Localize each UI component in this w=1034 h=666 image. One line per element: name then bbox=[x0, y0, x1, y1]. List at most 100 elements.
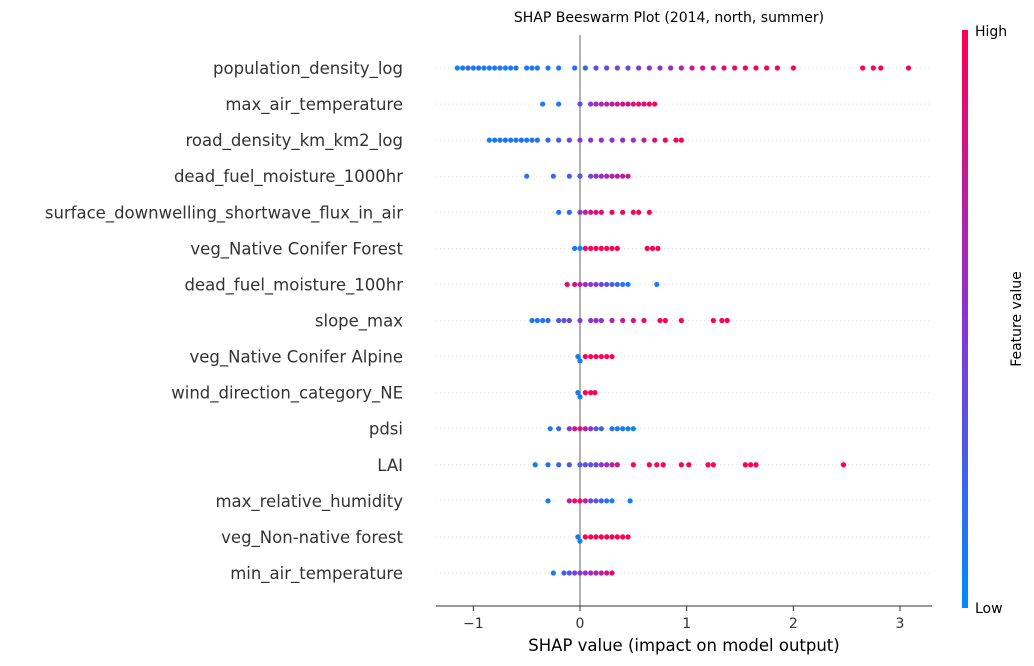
shap-point bbox=[476, 65, 482, 71]
feature-label: LAI bbox=[377, 456, 403, 475]
shap-point bbox=[636, 101, 642, 107]
shap-point bbox=[662, 137, 668, 143]
x-tick-label: 3 bbox=[896, 616, 905, 632]
shap-point bbox=[577, 317, 583, 324]
shap-point bbox=[604, 245, 610, 251]
shap-point bbox=[609, 353, 615, 360]
shap-point bbox=[644, 245, 650, 251]
shap-point bbox=[604, 498, 610, 504]
shap-point bbox=[588, 498, 594, 504]
shap-point bbox=[588, 209, 594, 215]
shap-point bbox=[641, 317, 647, 324]
shap-point bbox=[561, 570, 567, 576]
shap-point bbox=[593, 353, 599, 360]
shap-point bbox=[582, 390, 588, 396]
shap-point bbox=[614, 426, 620, 432]
feature-label: wind_direction_category_NE bbox=[171, 384, 403, 404]
shap-point bbox=[582, 281, 588, 288]
shap-point bbox=[678, 65, 684, 71]
shap-point bbox=[625, 281, 631, 288]
shap-point bbox=[609, 570, 615, 576]
shap-point bbox=[878, 65, 884, 71]
shap-point bbox=[662, 317, 668, 324]
shap-point bbox=[592, 390, 598, 396]
shap-point bbox=[598, 570, 604, 576]
shap-point bbox=[497, 65, 503, 71]
shap-point bbox=[593, 101, 599, 107]
shap-point bbox=[572, 281, 578, 288]
shap-point bbox=[652, 137, 658, 143]
shap-point bbox=[556, 462, 562, 468]
shap-point bbox=[609, 137, 615, 143]
feature-label: min_air_temperature bbox=[230, 564, 403, 584]
shap-point bbox=[577, 173, 583, 179]
shap-point bbox=[614, 281, 620, 288]
shap-point bbox=[465, 65, 471, 71]
shap-point bbox=[636, 65, 642, 71]
shap-point bbox=[724, 317, 730, 324]
shap-point bbox=[604, 281, 610, 288]
shap-point bbox=[547, 426, 553, 432]
shap-point bbox=[620, 137, 626, 143]
shap-point bbox=[774, 65, 780, 71]
shap-point bbox=[566, 173, 572, 179]
shap-point bbox=[593, 498, 599, 504]
shap-point bbox=[598, 317, 604, 324]
shap-point bbox=[550, 173, 556, 179]
shap-point bbox=[532, 462, 538, 468]
shap-point bbox=[561, 317, 567, 324]
shap-point bbox=[577, 101, 583, 107]
shap-point bbox=[790, 65, 796, 71]
shap-point bbox=[593, 65, 599, 71]
shap-point bbox=[582, 426, 588, 432]
shap-point bbox=[481, 65, 487, 71]
shap-point bbox=[572, 426, 578, 432]
shap-point bbox=[686, 462, 692, 468]
x-tick-label: 1 bbox=[682, 616, 691, 632]
shap-point bbox=[742, 65, 748, 71]
shap-point bbox=[575, 353, 581, 360]
shap-point bbox=[646, 462, 652, 468]
shap-point bbox=[588, 426, 594, 432]
shap-point bbox=[566, 426, 572, 432]
shap-point bbox=[460, 65, 466, 71]
shap-point bbox=[630, 426, 636, 432]
shap-point bbox=[582, 498, 588, 504]
shap-point bbox=[577, 209, 583, 215]
shap-point bbox=[582, 462, 588, 468]
feature-label: population_density_log bbox=[213, 59, 403, 79]
shap-point bbox=[540, 101, 546, 107]
shap-point bbox=[604, 173, 610, 179]
shap-point bbox=[625, 173, 631, 179]
shap-point bbox=[582, 353, 588, 360]
shap-point bbox=[614, 101, 620, 107]
shap-point bbox=[609, 173, 615, 179]
shap-point bbox=[577, 394, 583, 400]
shap-point bbox=[753, 65, 759, 71]
shap-point bbox=[620, 281, 626, 288]
shap-point bbox=[588, 390, 594, 396]
x-tick-label: 2 bbox=[789, 616, 798, 632]
shap-point bbox=[566, 570, 572, 576]
shap-point bbox=[636, 209, 642, 215]
shap-point bbox=[721, 65, 727, 71]
shap-point bbox=[604, 570, 610, 576]
shap-point bbox=[529, 317, 535, 324]
shap-point bbox=[609, 209, 615, 215]
shap-point bbox=[732, 65, 738, 71]
colorbar-high-label: High bbox=[975, 24, 1007, 40]
shap-point bbox=[620, 209, 626, 215]
shap-point bbox=[582, 570, 588, 576]
beeswarm-points bbox=[454, 65, 912, 576]
shap-point bbox=[598, 137, 604, 143]
x-tick-label: 0 bbox=[576, 616, 585, 632]
shap-point bbox=[614, 173, 620, 179]
shap-point bbox=[614, 65, 620, 71]
shap-point bbox=[689, 65, 695, 71]
shap-point bbox=[598, 245, 604, 251]
shap-point bbox=[860, 65, 866, 71]
shap-point bbox=[566, 462, 572, 468]
shap-point bbox=[577, 358, 583, 364]
shap-point bbox=[646, 65, 652, 71]
